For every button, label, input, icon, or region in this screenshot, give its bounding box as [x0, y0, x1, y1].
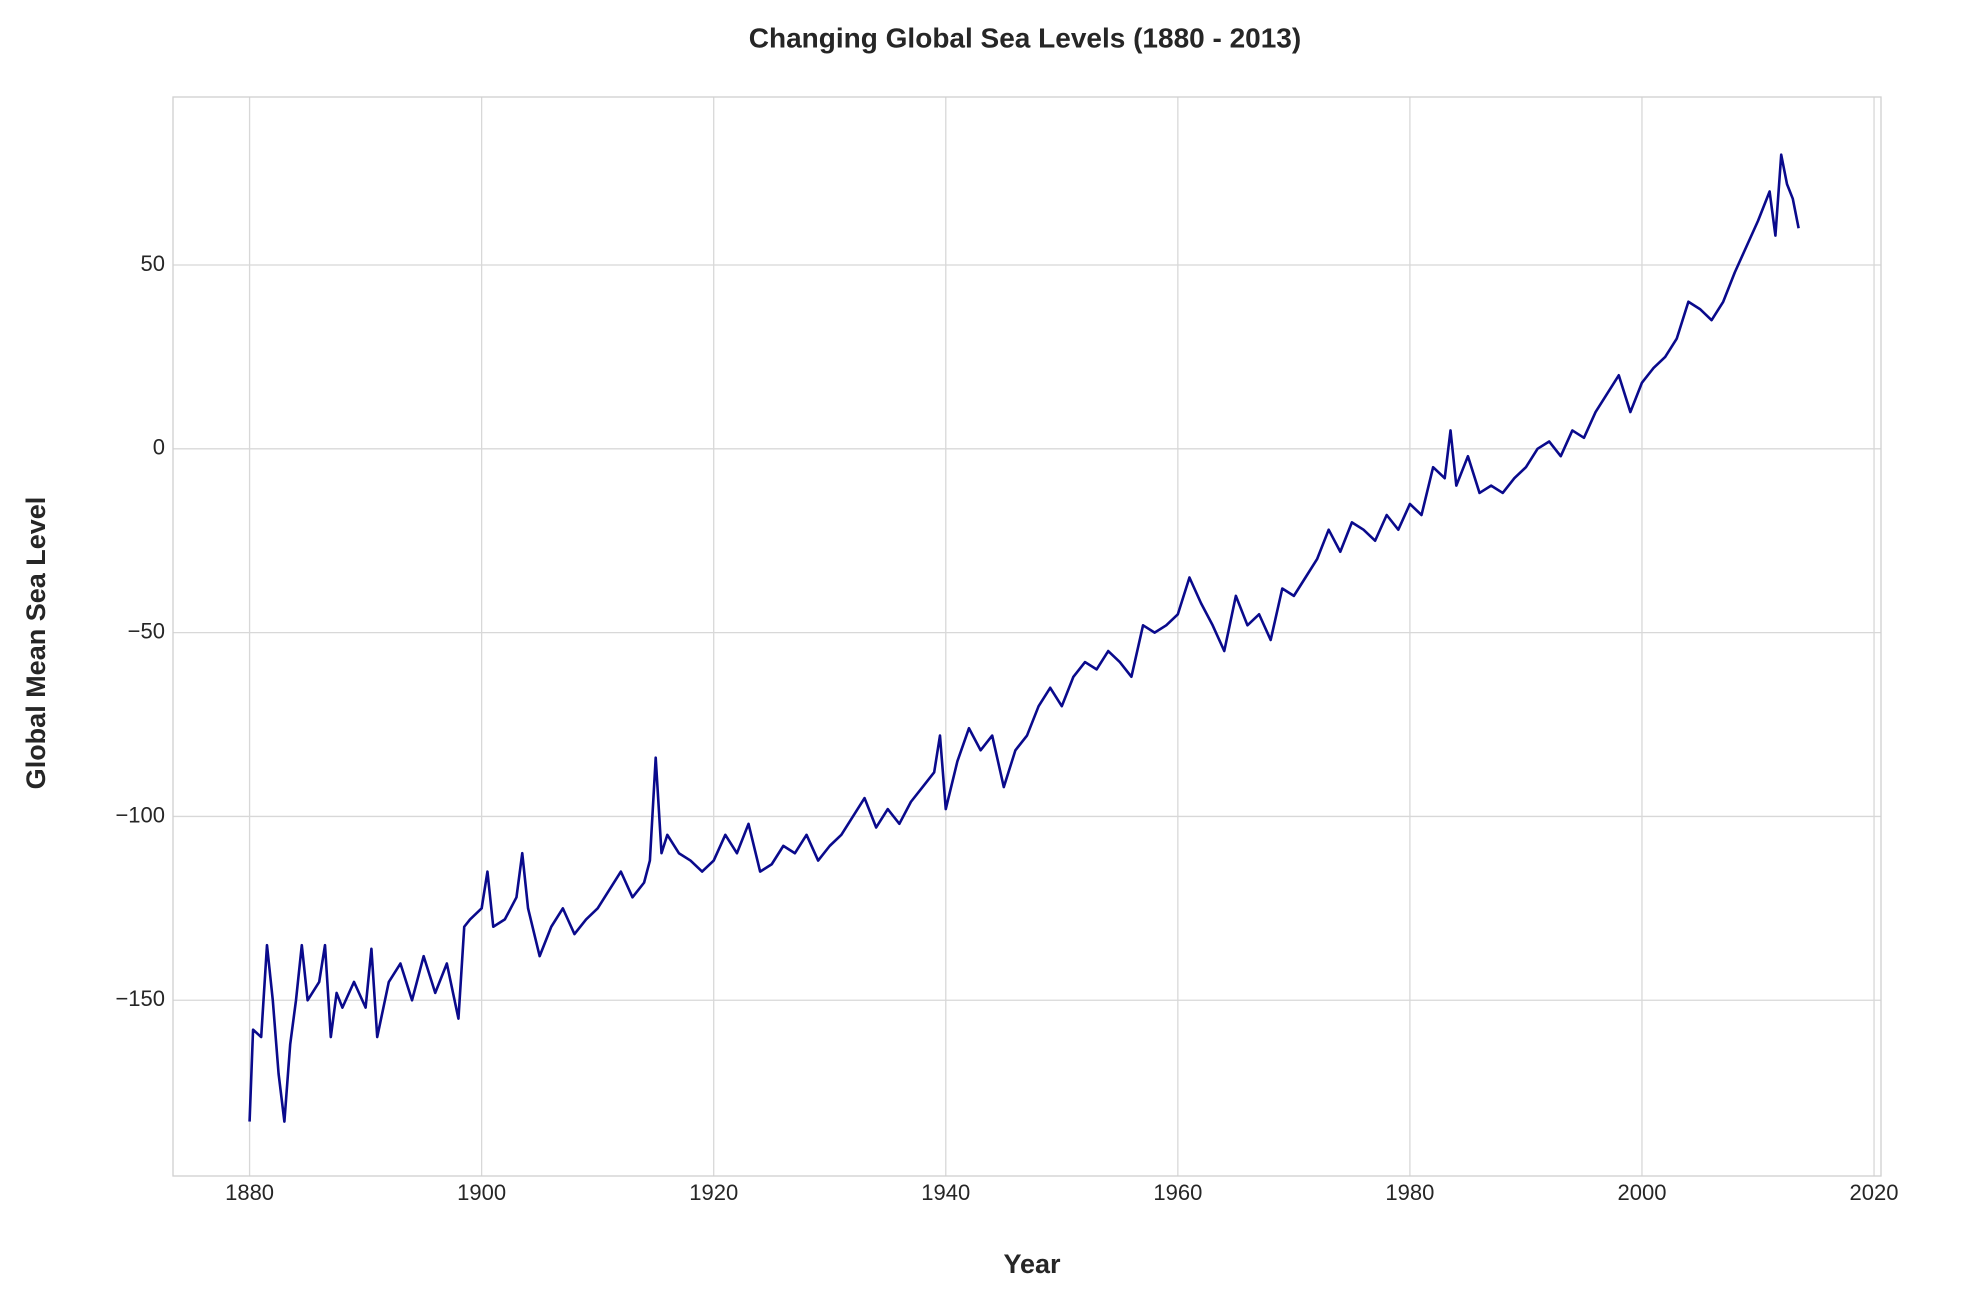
- y-tick-label: 0: [153, 435, 165, 460]
- x-tick-label: 1960: [1153, 1180, 1202, 1205]
- sea-level-line: [248, 153, 1800, 1123]
- plot-frame: [172, 96, 1882, 1177]
- y-tick-label: −150: [115, 986, 165, 1011]
- x-tick-label: 1900: [457, 1180, 506, 1205]
- y-axis-label: Global Mean Sea Level: [21, 497, 51, 790]
- x-tick-label: 2020: [1850, 1180, 1899, 1205]
- x-axis-label: Year: [1003, 1249, 1061, 1279]
- y-tick-label: −50: [128, 618, 165, 643]
- x-tick-label: 1920: [689, 1180, 738, 1205]
- x-tick-label: 1980: [1385, 1180, 1434, 1205]
- chart-title: Changing Global Sea Levels (1880 - 2013): [749, 22, 1301, 53]
- x-tick-label: 1940: [921, 1180, 970, 1205]
- y-tick-label: −100: [115, 802, 165, 827]
- y-tick-label: 50: [141, 251, 165, 276]
- x-tick-label: 1880: [225, 1180, 274, 1205]
- x-tick-label: 2000: [1617, 1180, 1666, 1205]
